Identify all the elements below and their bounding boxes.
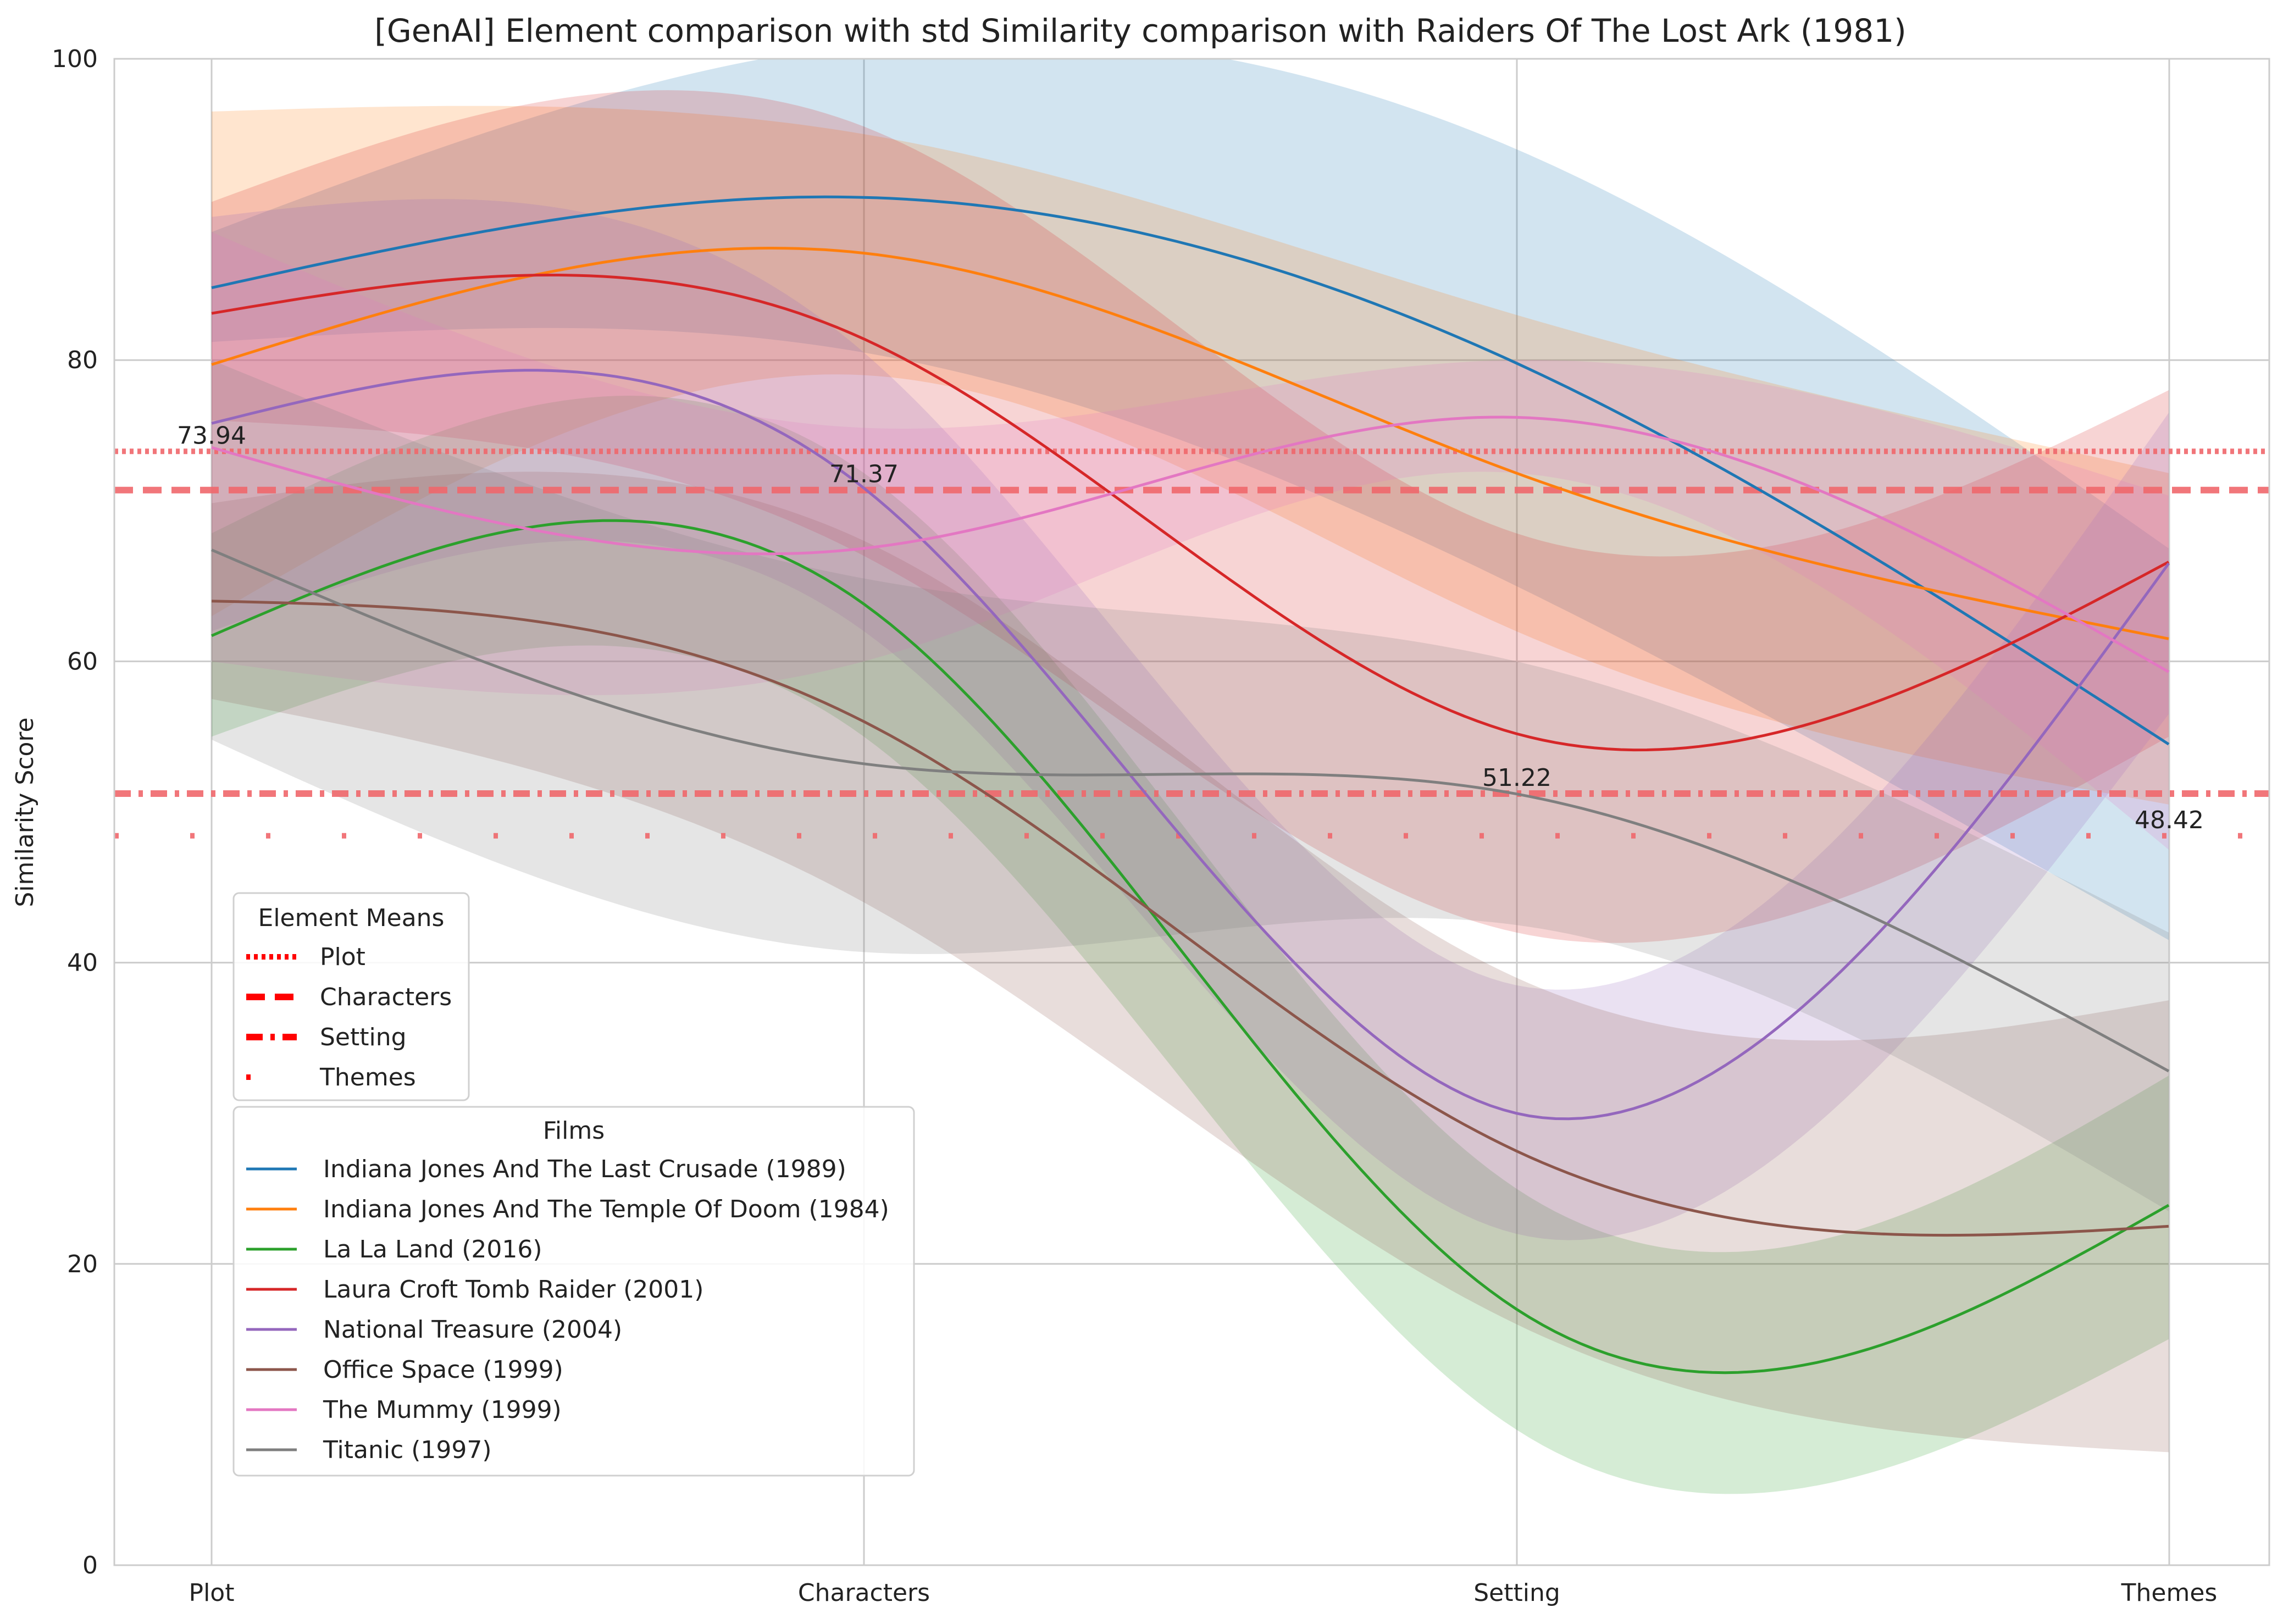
- legend-means-label: Plot: [320, 943, 365, 971]
- y-tick-label: 0: [82, 1551, 98, 1579]
- legend-element-means: Element Means Plot Characters Setting Theme…: [232, 892, 470, 1101]
- legend-film-label: La La Land (2016): [323, 1235, 542, 1263]
- legend-film-label: Office Space (1999): [323, 1356, 563, 1384]
- series-line-7: [211, 548, 2170, 1073]
- x-tick-label: Themes: [2121, 1579, 2218, 1607]
- legend-film-label: Laura Croft Tomb Raider (2001): [323, 1276, 703, 1304]
- legend-means-label: Characters: [320, 983, 452, 1011]
- series-lines: [211, 195, 2170, 1374]
- series-line-2: [211, 519, 2170, 1374]
- legend-film-label: Titanic (1997): [323, 1436, 492, 1464]
- y-tick-label: 60: [67, 647, 98, 675]
- plot-area: 73.94 71.37 51.22 48.42: [113, 58, 2270, 1566]
- std-band-0: [212, 59, 2169, 940]
- legend-means-label: Setting: [320, 1023, 407, 1051]
- y-axis-ticks: 0 20 40 60 80 100: [52, 45, 98, 1579]
- series-line-4: [211, 369, 2170, 1121]
- chart-title: [GenAI] Element comparison with std Simi…: [374, 12, 1907, 49]
- y-axis-label: Similarity Score: [11, 717, 39, 907]
- series-line-5: [211, 600, 2169, 1237]
- x-tick-label: Setting: [1473, 1579, 1560, 1607]
- mean-label-setting: 51.22: [1482, 764, 1551, 792]
- y-tick-label: 100: [52, 45, 98, 73]
- legend-film-label: The Mummy (1999): [323, 1396, 562, 1424]
- std-band-4: [212, 199, 2169, 1240]
- y-tick-label: 20: [67, 1250, 98, 1278]
- mean-label-plot: 73.94: [177, 422, 246, 450]
- legend-means-box: [232, 892, 470, 1101]
- legend-film-label: Indiana Jones And The Last Crusade (1989…: [323, 1155, 846, 1183]
- plot-frame: [113, 58, 2270, 1566]
- std-band-1: [212, 106, 2169, 805]
- series-line-6: [211, 415, 2170, 673]
- y-tick-label: 80: [67, 346, 98, 374]
- std-band-2: [212, 396, 2169, 1494]
- mean-label-characters: 71.37: [829, 461, 899, 489]
- x-tick-label: Plot: [189, 1579, 235, 1607]
- mean-labels: 73.94 71.37 51.22 48.42: [177, 422, 2204, 834]
- mean-lines: [114, 448, 2269, 839]
- legend-films-box: [232, 1106, 915, 1477]
- std-band-6: [212, 232, 2169, 850]
- series-line-3: [211, 273, 2170, 752]
- series-line-0: [211, 195, 2170, 746]
- x-tick-label: Characters: [798, 1579, 930, 1607]
- legend-film-label: National Treasure (2004): [323, 1316, 622, 1344]
- legend-films: Films Indiana Jones And The Last Crusade…: [232, 1106, 915, 1477]
- legend-films-title: Films: [543, 1117, 605, 1145]
- y-tick-label: 40: [67, 949, 98, 977]
- std-band-7: [212, 360, 2169, 1211]
- x-axis-ticks: Plot Characters Setting Themes: [189, 1579, 2218, 1607]
- legend-means-label: Themes: [319, 1063, 416, 1091]
- legend-means-title: Element Means: [258, 904, 445, 932]
- legend-film-label: Indiana Jones And The Temple Of Doom (19…: [323, 1195, 889, 1223]
- mean-label-themes: 48.42: [2135, 806, 2204, 834]
- std-band-3: [212, 90, 2169, 943]
